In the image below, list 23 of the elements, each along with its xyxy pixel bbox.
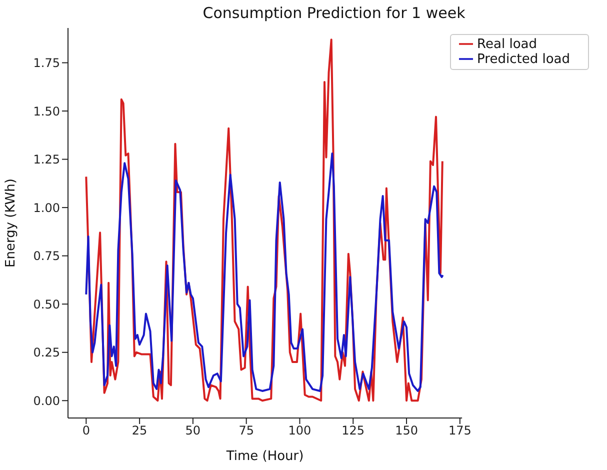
y-axis-title: Energy (KWh) bbox=[4, 178, 19, 268]
y-tick-label: 0.75 bbox=[33, 249, 60, 264]
x-tick-label: 175 bbox=[448, 424, 472, 438]
x-tick-label: 75 bbox=[238, 424, 254, 438]
y-tick-label: 0.50 bbox=[33, 297, 60, 312]
line-series bbox=[85, 38, 444, 402]
y-tick-label: 1.75 bbox=[33, 56, 60, 70]
x-tick-label: 0 bbox=[82, 424, 90, 438]
y-tick-label: 1.25 bbox=[33, 152, 60, 167]
legend-label: Predicted load bbox=[477, 52, 570, 67]
x-tick-label: 25 bbox=[132, 424, 148, 438]
line-series bbox=[85, 152, 444, 392]
x-tick-label: 100 bbox=[288, 424, 312, 438]
x-tick-label: 50 bbox=[185, 424, 201, 438]
y-tick-label: 0.25 bbox=[33, 346, 60, 360]
y-tick-label: 0.00 bbox=[33, 394, 60, 408]
x-tick-label: 150 bbox=[395, 424, 418, 438]
chart-title: Consumption Prediction for 1 week bbox=[202, 4, 466, 22]
x-tick-label: 125 bbox=[342, 424, 365, 438]
y-tick-label: 1.50 bbox=[33, 104, 60, 118]
x-axis-title: Time (Hour) bbox=[225, 449, 304, 464]
legend-label: Real load bbox=[477, 37, 537, 52]
y-tick-label: 1.00 bbox=[33, 200, 60, 215]
